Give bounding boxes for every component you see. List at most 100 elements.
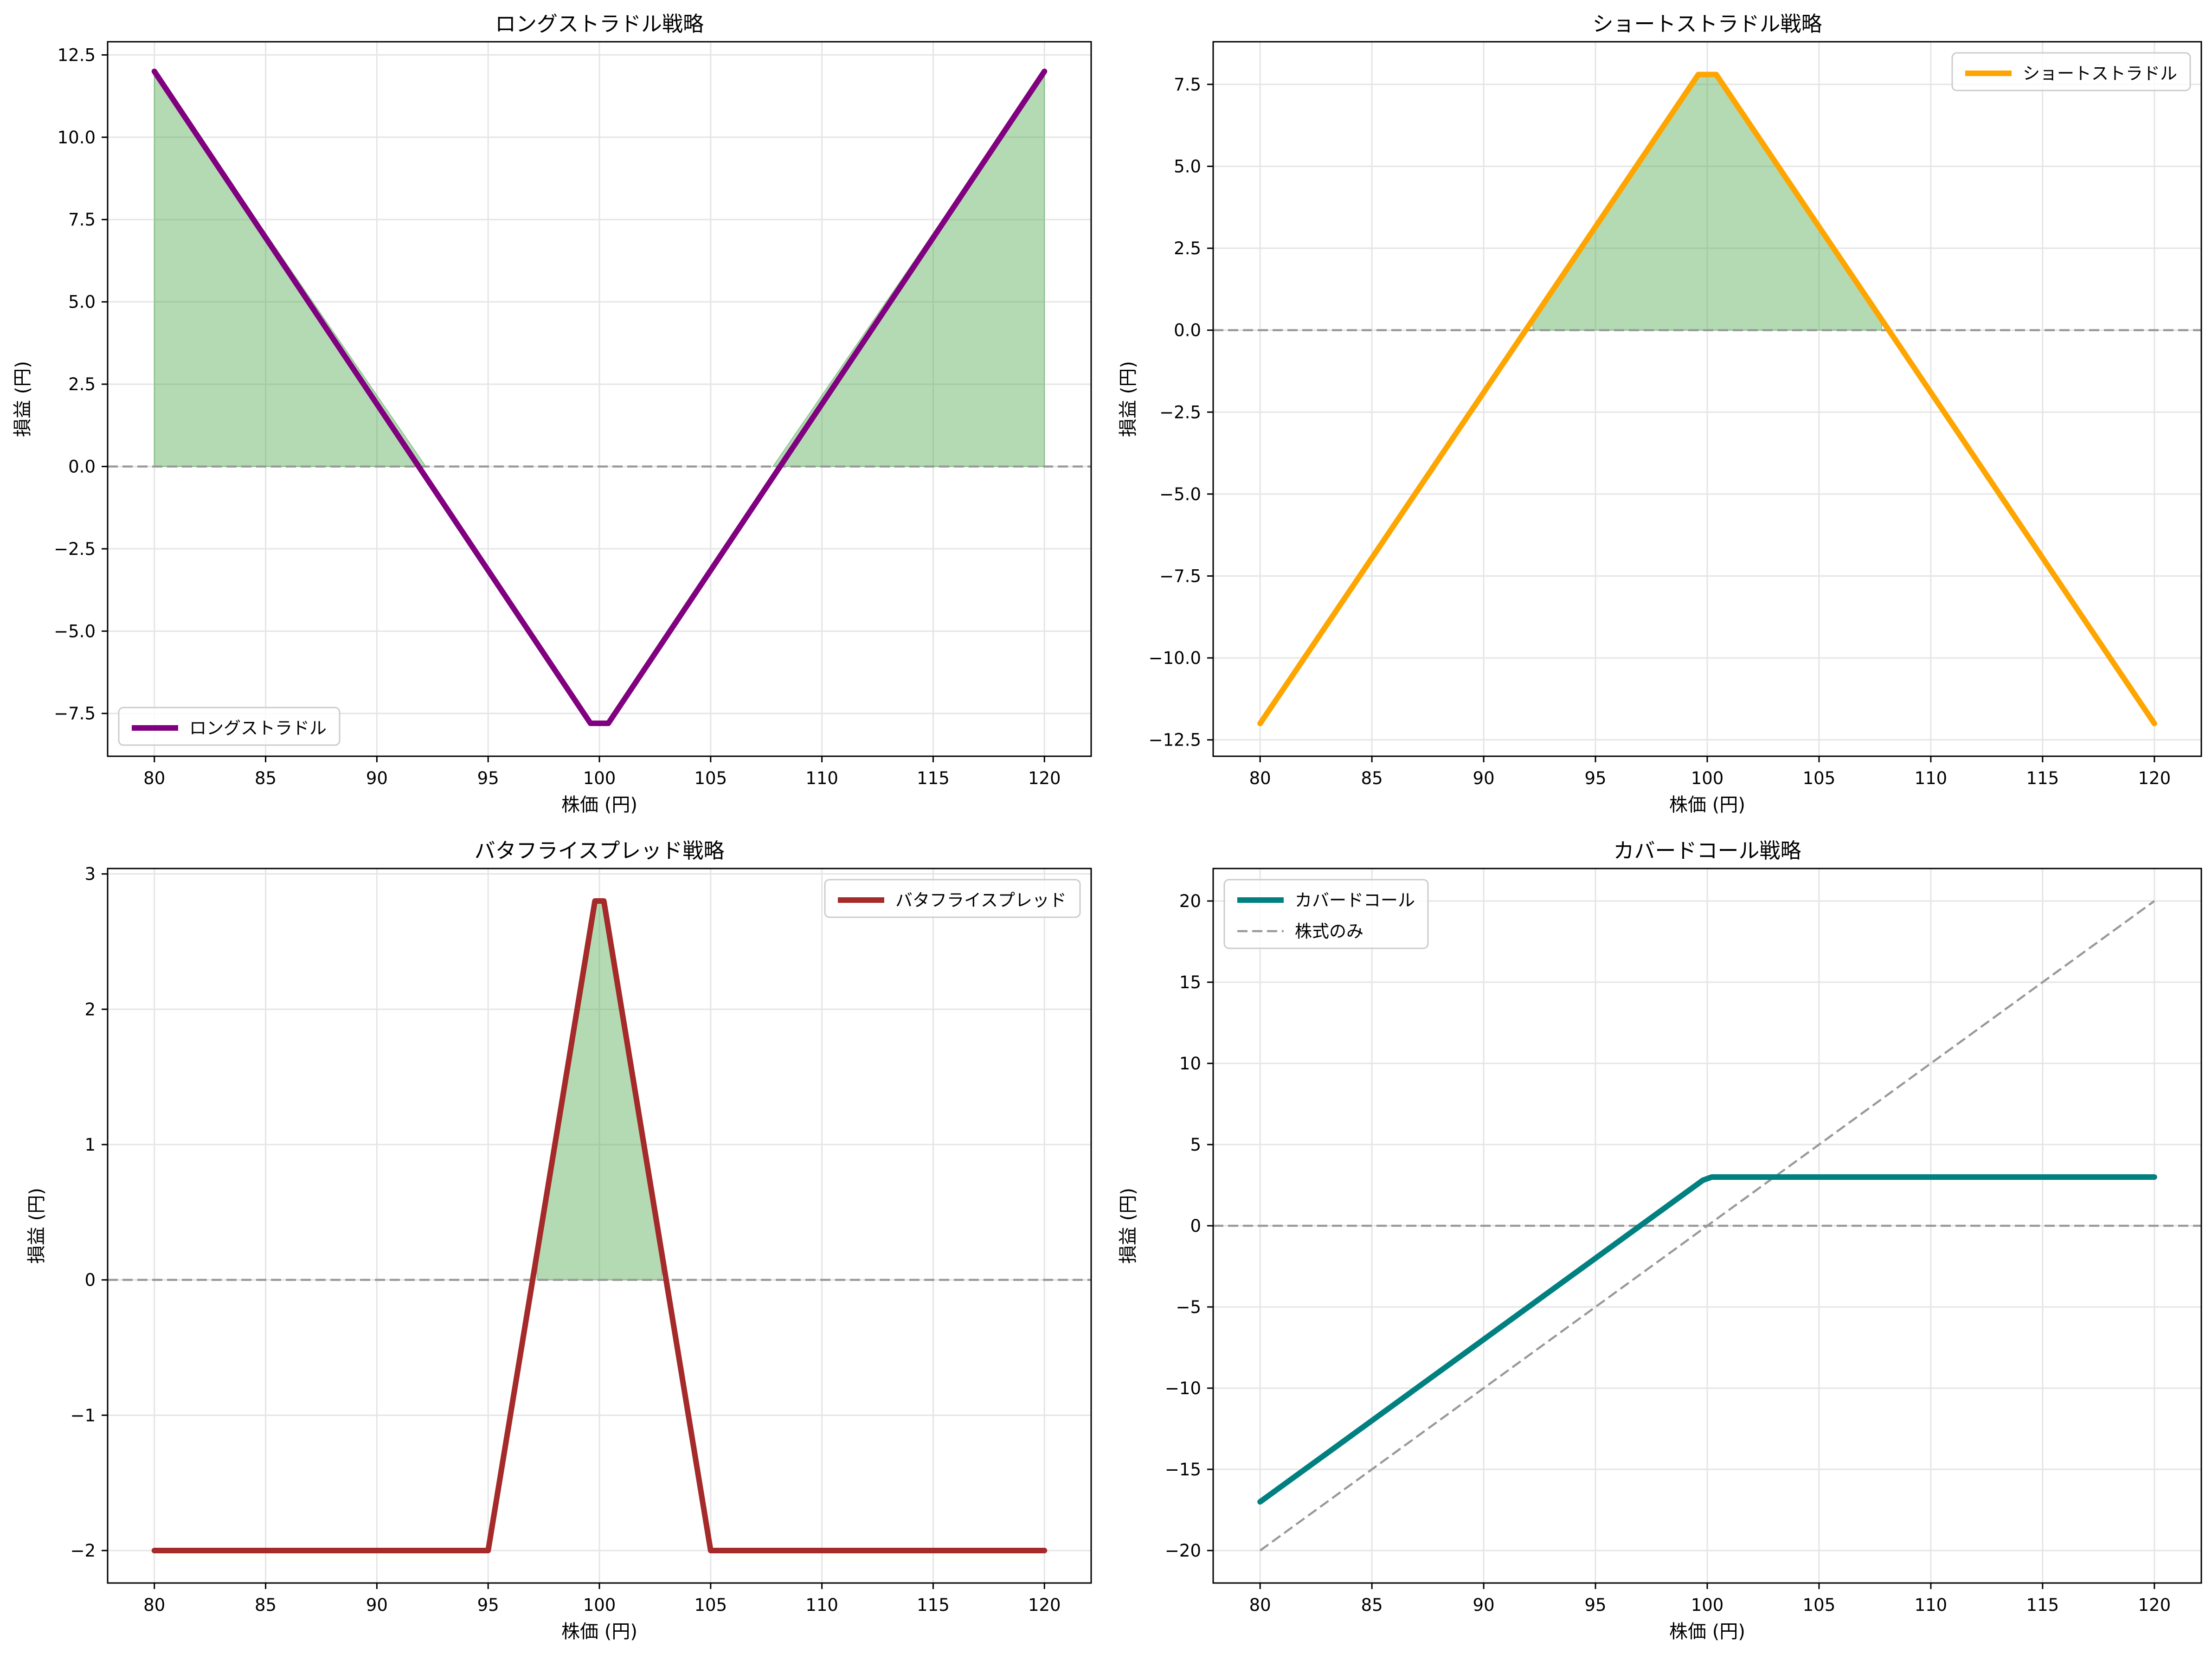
y-tick-label: −2 [70, 1541, 96, 1561]
x-tick-label: 85 [255, 1595, 276, 1615]
payoff-series-line [1257, 71, 2157, 727]
x-tick-label: 80 [1249, 1595, 1271, 1615]
y-tick-label: 5.0 [68, 292, 96, 312]
x-tick-label: 110 [1915, 768, 1948, 788]
x-tick-label: 105 [1803, 1595, 1836, 1615]
y-tick-label: 0.0 [68, 457, 96, 476]
y-tick-label: 5 [1190, 1135, 1201, 1155]
x-tick-label: 90 [1473, 1595, 1495, 1615]
y-tick-label: −5 [1176, 1297, 1201, 1317]
legend-entry-label: バタフライスプレッド [895, 890, 1067, 910]
y-tick-label: 10 [1179, 1054, 1201, 1074]
y-tick-label: 2.5 [1174, 238, 1201, 258]
y-axis-label: 損益 (円) [12, 361, 33, 437]
x-tick-label: 115 [917, 1595, 950, 1615]
y-tick-label: 10.0 [58, 128, 96, 148]
legend: ショートストラドル [1951, 52, 2191, 91]
chart-title: ロングストラドル戦略 [495, 12, 704, 36]
x-tick-label: 115 [2026, 1595, 2059, 1615]
y-tick-label: 5.0 [1174, 156, 1201, 176]
chart-panel-4: 80 85 90 95 100 105 110 115 120 −20 −15 −10 −5 0 5 10 15… [1118, 838, 2202, 1642]
x-tick-label: 80 [143, 1595, 165, 1615]
y-axis-label: 損益 (円) [1118, 1188, 1139, 1264]
y-tick-label: −12.5 [1149, 730, 1201, 750]
y-tick-label: −1 [70, 1405, 96, 1425]
y-tick-label: −7.5 [1159, 566, 1201, 586]
chart-title: ショートストラドル戦略 [1592, 12, 1822, 36]
x-tick-label: 85 [1361, 768, 1383, 788]
x-tick-label: 80 [1249, 768, 1271, 788]
chart-title: カバードコール戦略 [1613, 838, 1801, 863]
y-tick-label: −2.5 [54, 539, 96, 559]
x-tick-label: 105 [694, 1595, 727, 1615]
y-tick-label: 12.5 [58, 45, 96, 65]
y-axis-label: 損益 (円) [1118, 361, 1139, 437]
x-tick-label: 80 [143, 768, 165, 788]
x-tick-label: 90 [366, 768, 388, 788]
x-tick-label: 85 [1361, 1595, 1383, 1615]
chart-panel-1: 80 85 90 95 100 105 110 115 120 −7.5 −5.0 −2.5 0.0 2.… [12, 12, 1092, 816]
y-tick-label: 7.5 [68, 210, 96, 230]
legend-entry-label: 株式のみ [1295, 921, 1363, 941]
chart-panel-3: 80 85 90 95 100 105 110 115 120 −2 −1 0 1 2 3 バタフライスプレッ… [26, 838, 1092, 1642]
y-tick-label: 15 [1179, 972, 1201, 992]
reference-series-line [1259, 900, 2155, 1551]
x-tick-label: 95 [477, 1595, 499, 1615]
x-tick-label: 120 [2138, 1595, 2171, 1615]
x-tick-label: 100 [583, 768, 616, 788]
legend: ロングストラドル [118, 707, 341, 746]
y-tick-label: 3 [84, 864, 96, 884]
x-tick-label: 90 [366, 1595, 388, 1615]
x-tick-label: 100 [583, 1595, 616, 1615]
legend: バタフライスプレッド [824, 879, 1081, 918]
x-tick-label: 105 [1803, 768, 1836, 788]
x-tick-label: 95 [1585, 768, 1607, 788]
y-tick-label: 2 [84, 999, 96, 1019]
x-tick-label: 115 [917, 768, 950, 788]
y-tick-label: 0.0 [1174, 321, 1201, 341]
y-tick-label: −5.0 [1159, 484, 1201, 504]
y-tick-label: 2.5 [68, 374, 96, 394]
x-axis-label: 株価 (円) [561, 794, 637, 816]
y-tick-label: −2.5 [1159, 402, 1201, 422]
legend-box [1951, 52, 2191, 91]
legend-box [118, 707, 341, 746]
y-tick-label: −10.0 [1149, 648, 1201, 668]
y-tick-label: −10 [1165, 1378, 1201, 1398]
legend-entry-label: ロングストラドル [189, 718, 327, 738]
legend-entry-label: ショートストラドル [2023, 64, 2177, 84]
x-tick-label: 120 [2138, 768, 2171, 788]
chart-title: バタフライスプレッド戦略 [475, 838, 725, 863]
x-tick-label: 100 [1691, 768, 1724, 788]
x-tick-label: 105 [694, 768, 727, 788]
payoff-series-line [151, 898, 1048, 1553]
payoff-series-line [1257, 1174, 2157, 1505]
x-tick-label: 110 [805, 768, 838, 788]
y-tick-label: −15 [1165, 1460, 1201, 1480]
y-tick-label: 20 [1179, 891, 1201, 911]
y-axis-label: 損益 (円) [26, 1188, 47, 1264]
x-tick-label: 120 [1028, 768, 1061, 788]
x-tick-label: 110 [805, 1595, 838, 1615]
y-tick-label: −5.0 [54, 621, 96, 641]
chart-panel-2: 80 85 90 95 100 105 110 115 120 −12.5 −10.0 −7.5 −5.… [1118, 12, 2202, 816]
y-tick-label: 7.5 [1174, 75, 1201, 95]
x-tick-label: 100 [1691, 1595, 1724, 1615]
x-tick-label: 115 [2026, 768, 2059, 788]
x-tick-label: 110 [1915, 1595, 1948, 1615]
y-tick-label: 0 [84, 1270, 96, 1290]
x-axis-label: 株価 (円) [1669, 794, 1745, 816]
x-tick-label: 85 [255, 768, 276, 788]
y-tick-label: 1 [84, 1135, 96, 1155]
x-tick-label: 95 [1585, 1595, 1607, 1615]
legend-box [824, 879, 1081, 918]
x-tick-label: 95 [477, 768, 499, 788]
y-tick-label: 0 [1190, 1216, 1201, 1236]
x-tick-label: 90 [1473, 768, 1495, 788]
x-tick-label: 120 [1028, 1595, 1061, 1615]
x-axis-label: 株価 (円) [561, 1621, 637, 1642]
y-tick-label: −20 [1165, 1541, 1201, 1561]
y-tick-label: −7.5 [54, 704, 96, 724]
